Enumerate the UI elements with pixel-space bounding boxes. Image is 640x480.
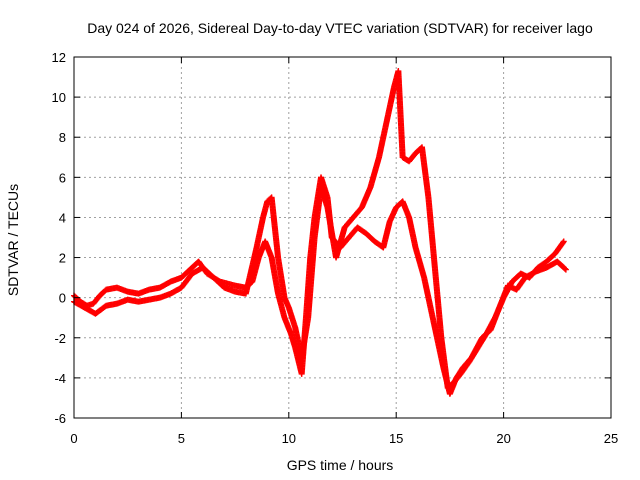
data-point (560, 239, 567, 246)
y-tick-label: 12 (52, 50, 66, 65)
plot-frame (73, 56, 612, 419)
ticks: 0 5 10 15 20 25 -6 -4 -2 0 2 4 6 8 10 12 (52, 50, 619, 446)
chart-title: Day 024 of 2026, Sidereal Day-to-day VTE… (87, 20, 593, 36)
y-tick-label: 8 (59, 130, 66, 145)
series-1 (71, 68, 567, 391)
x-tick-label: 25 (604, 431, 618, 446)
y-axis-label: SDTVAR / TECUs (5, 184, 21, 296)
y-tick-label: -6 (54, 411, 66, 426)
data-point (562, 266, 569, 273)
y-tick-label: 6 (59, 170, 66, 185)
x-tick-label: 0 (70, 431, 77, 446)
x-axis-label: GPS time / hours (287, 457, 394, 473)
x-tick-label: 15 (389, 431, 403, 446)
x-tick-label: 10 (282, 431, 296, 446)
y-tick-label: 10 (52, 90, 66, 105)
x-tick-label: 20 (496, 431, 510, 446)
y-tick-label: 2 (59, 251, 66, 266)
x-tick-label: 5 (178, 431, 185, 446)
y-tick-label: 0 (59, 291, 66, 306)
y-tick-label: -4 (54, 371, 66, 386)
data-point (561, 265, 568, 272)
data-marks (71, 68, 569, 397)
data-point (560, 238, 567, 245)
grid (74, 57, 611, 418)
y-tick-label: -2 (54, 331, 66, 346)
y-tick-label: 4 (59, 210, 66, 225)
